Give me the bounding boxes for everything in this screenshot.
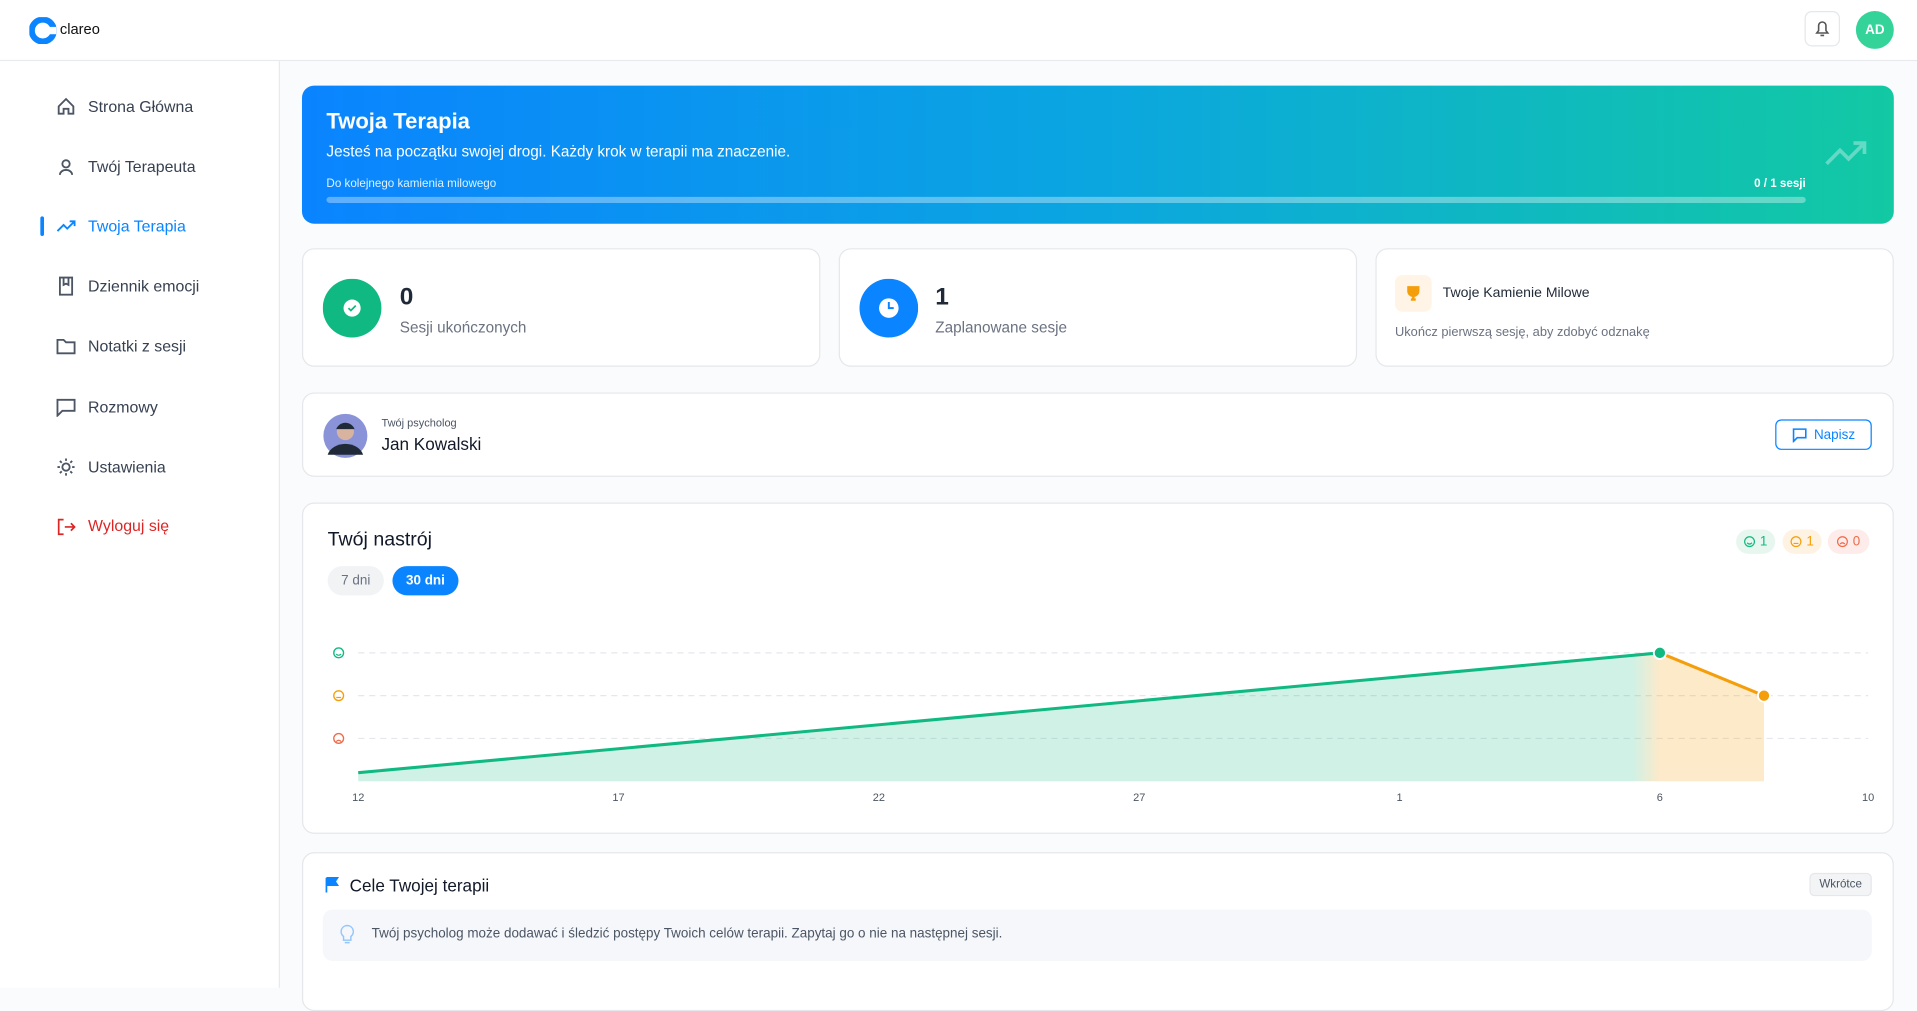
nav-icon <box>57 97 75 115</box>
nav-item[interactable]: Twoja Terapia <box>88 217 186 236</box>
goals-badge: Wkrótce <box>1809 872 1872 897</box>
stat-label: Sesji ukończonych <box>399 319 527 337</box>
face <box>333 690 345 702</box>
mouth <box>335 653 342 656</box>
count: 1 <box>1806 534 1814 549</box>
progress-text: 0 / 1 sesji <box>1754 177 1806 191</box>
message-icon <box>1792 427 1807 442</box>
nav-item[interactable]: Twój Terapeuta <box>88 157 196 176</box>
nav-item[interactable]: Notatki z sesji <box>88 337 187 356</box>
count: 0 <box>1852 534 1861 549</box>
bulb-icon <box>340 924 355 944</box>
y-tick-icon <box>333 647 345 659</box>
stat-value: 0 <box>399 283 414 311</box>
goals-title: Cele Twojej terapii <box>349 875 490 895</box>
face <box>333 732 345 745</box>
stat-icon <box>859 278 919 338</box>
psychologist-photo <box>323 413 368 458</box>
stat-card: 0 Sesji ukończonych <box>301 248 821 367</box>
hero-subtitle: Jesteś na początku swojej drogi. Każdy k… <box>326 143 791 161</box>
mood-title: Twój nastrój <box>327 529 433 551</box>
nav-icon <box>56 398 76 417</box>
face <box>333 647 345 659</box>
milestones-text: Ukończ pierwszą sesję, aby zdobyć odznak… <box>1394 325 1650 340</box>
nav-item[interactable]: Strona Główna <box>88 97 194 116</box>
mood-count-neutral: 1 <box>1782 529 1822 554</box>
psychologist-caption: Twój psycholog <box>381 416 457 430</box>
psychologist-card: Twój psycholog Jan Kowalski Napisz <box>301 392 1894 477</box>
x-tick-label: 12 <box>352 792 364 804</box>
nav-icon <box>58 159 74 176</box>
logo-text: clareo <box>59 20 100 38</box>
logo-icon <box>29 17 57 45</box>
range-button[interactable]: 7 dni <box>327 566 384 596</box>
logout[interactable]: Wyloguj się <box>88 516 170 535</box>
x-tick-label: 27 <box>1133 792 1145 804</box>
stat-value: 1 <box>935 283 949 311</box>
nav-icon <box>56 220 76 232</box>
count: 1 <box>1759 534 1768 549</box>
psychologist-name: Jan Kowalski <box>381 434 482 454</box>
trend-icon <box>1825 141 1867 166</box>
nav-item[interactable]: Rozmowy <box>88 397 158 416</box>
range-button-active[interactable]: 30 dni <box>392 566 459 596</box>
mood-count-sad: 0 <box>1827 529 1870 554</box>
x-tick-label: 6 <box>1657 792 1663 804</box>
stat-icon <box>322 278 382 338</box>
stat-card: 1 Zaplanowane sesje <box>838 248 1358 367</box>
x-tick-label: 10 <box>1862 792 1874 804</box>
goals-tip: Twój psycholog może dodawać i śledzić po… <box>322 909 1872 961</box>
nav-icon <box>58 276 74 296</box>
stat-label: Zaplanowane sesje <box>935 319 1067 337</box>
write-button-label: Napisz <box>1813 427 1856 442</box>
notifications-button[interactable] <box>1804 11 1841 47</box>
nav-item[interactable]: Dziennik emocji <box>88 277 200 296</box>
top-bar: clareo AD <box>0 0 1917 62</box>
mood-count-happy: 1 <box>1736 529 1776 554</box>
y-tick-icon <box>333 690 345 702</box>
milestones-title: Twoje Kamienie Milowe <box>1442 286 1590 301</box>
nav-icon <box>56 339 76 355</box>
progress-track <box>326 196 1806 203</box>
mouth <box>335 739 342 742</box>
y-tick-icon <box>333 732 345 745</box>
x-tick-label: 17 <box>612 792 624 804</box>
milestones-card: Twoje Kamienie Milowe Ukończ pierwszą se… <box>1375 248 1894 367</box>
progress-label: Do kolejnego kamienia milowego <box>326 177 497 191</box>
mood-point <box>1756 688 1772 703</box>
active-indicator <box>40 216 45 236</box>
bell-icon <box>1815 21 1830 37</box>
flag-icon <box>325 876 340 893</box>
logout-icon <box>57 518 76 536</box>
hero-title: Twoja Terapia <box>326 108 470 134</box>
x-tick-label: 22 <box>873 792 885 804</box>
trophy-icon <box>1394 275 1432 312</box>
mood-area <box>358 652 1765 782</box>
hero-banner: Twoja Terapia Jesteś na początku swojej … <box>301 85 1894 224</box>
goals-card: Cele Twojej terapii Wkrótce Twój psychol… <box>301 852 1894 1011</box>
mood-chart: 12 17 22 27 1 6 10 <box>333 645 1874 804</box>
avatar[interactable]: AD <box>1855 11 1894 49</box>
mood-point <box>1652 645 1667 660</box>
write-button[interactable]: Napisz <box>1775 419 1872 450</box>
x-tick-label: 1 <box>1396 792 1402 804</box>
sidebar <box>0 61 280 988</box>
goals-tip-text: Twój psycholog może dodawać i śledzić po… <box>371 926 1003 942</box>
nav-icon <box>57 457 75 476</box>
nav-item[interactable]: Ustawienia <box>88 457 166 476</box>
